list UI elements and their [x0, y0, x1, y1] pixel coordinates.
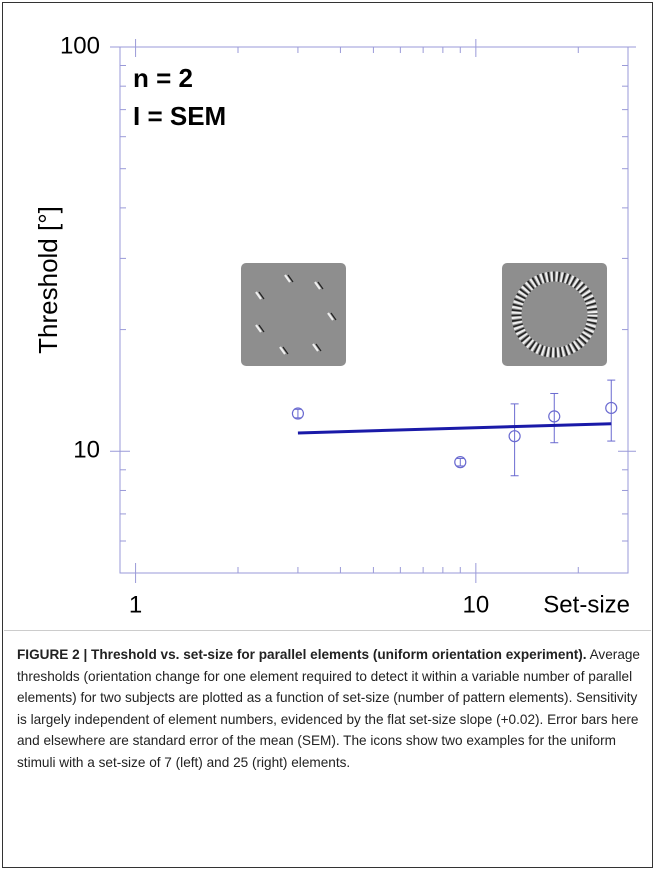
chart: n = 2 I = SEM Set-size Threshold [°] 10 1…: [33, 32, 636, 618]
data-point: [605, 401, 618, 415]
x-tick-label: 1: [129, 591, 142, 618]
y-axis-label: Threshold [°]: [33, 206, 63, 354]
y-tick-label: 100: [60, 32, 100, 59]
y-tick-label: 10: [73, 437, 100, 464]
stimulus-icon: [241, 263, 346, 366]
annotation: n = 2: [133, 63, 193, 93]
data-point: [508, 430, 521, 443]
caption-label: FIGURE 2 | Threshold vs. set-size for pa…: [17, 647, 587, 662]
x-tick-label: 10: [462, 591, 489, 618]
data-point: [548, 410, 561, 423]
annotation: I = SEM: [133, 101, 226, 131]
caption: FIGURE 2 | Threshold vs. set-size for pa…: [17, 644, 641, 774]
separator: [4, 630, 651, 631]
fit-line: [297, 422, 612, 435]
data-point: [291, 407, 305, 420]
x-axis-label: Set-size: [543, 591, 630, 618]
plot-frame: [119, 46, 629, 574]
caption-text: Average thresholds (orientation change f…: [17, 647, 640, 770]
data-point: [454, 456, 467, 469]
stimulus-icon: [502, 263, 607, 366]
